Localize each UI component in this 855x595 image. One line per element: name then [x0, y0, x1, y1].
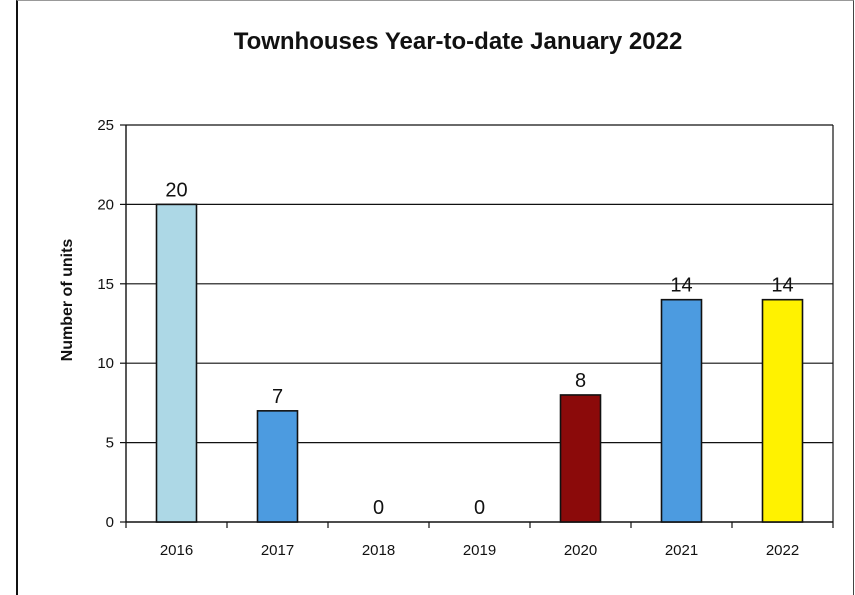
bar-2020 — [559, 394, 602, 523]
y-tick-label-5: 5 — [106, 435, 114, 452]
bar-2016 — [155, 203, 198, 523]
x-tick-label-2017: 2017 — [261, 542, 294, 559]
y-tick-label-25: 25 — [97, 117, 114, 134]
data-label-2020: 8 — [575, 370, 586, 392]
data-label-2018: 0 — [373, 497, 384, 519]
y-tick-label-20: 20 — [97, 196, 114, 213]
y-tick-label-15: 15 — [97, 276, 114, 293]
x-tick-label-2020: 2020 — [564, 542, 597, 559]
bar-2021 — [660, 298, 703, 523]
x-tick-label-2021: 2021 — [665, 542, 698, 559]
x-tick-label-2018: 2018 — [362, 542, 395, 559]
y-tick-label-0: 0 — [106, 514, 114, 531]
data-label-2016: 20 — [165, 179, 187, 201]
x-tick-label-2022: 2022 — [766, 542, 799, 559]
bar-2017 — [256, 410, 299, 523]
data-label-2021: 14 — [670, 275, 692, 297]
chart-frame — [16, 0, 854, 595]
bar-2022 — [761, 298, 804, 523]
x-tick-label-2019: 2019 — [463, 542, 496, 559]
data-label-2019: 0 — [474, 497, 485, 519]
data-label-2022: 14 — [771, 275, 793, 297]
y-tick-label-10: 10 — [97, 355, 114, 372]
data-label-2017: 7 — [272, 386, 283, 408]
chart-title: Townhouses Year-to-date January 2022 — [233, 28, 683, 55]
x-tick-label-2016: 2016 — [160, 542, 193, 559]
